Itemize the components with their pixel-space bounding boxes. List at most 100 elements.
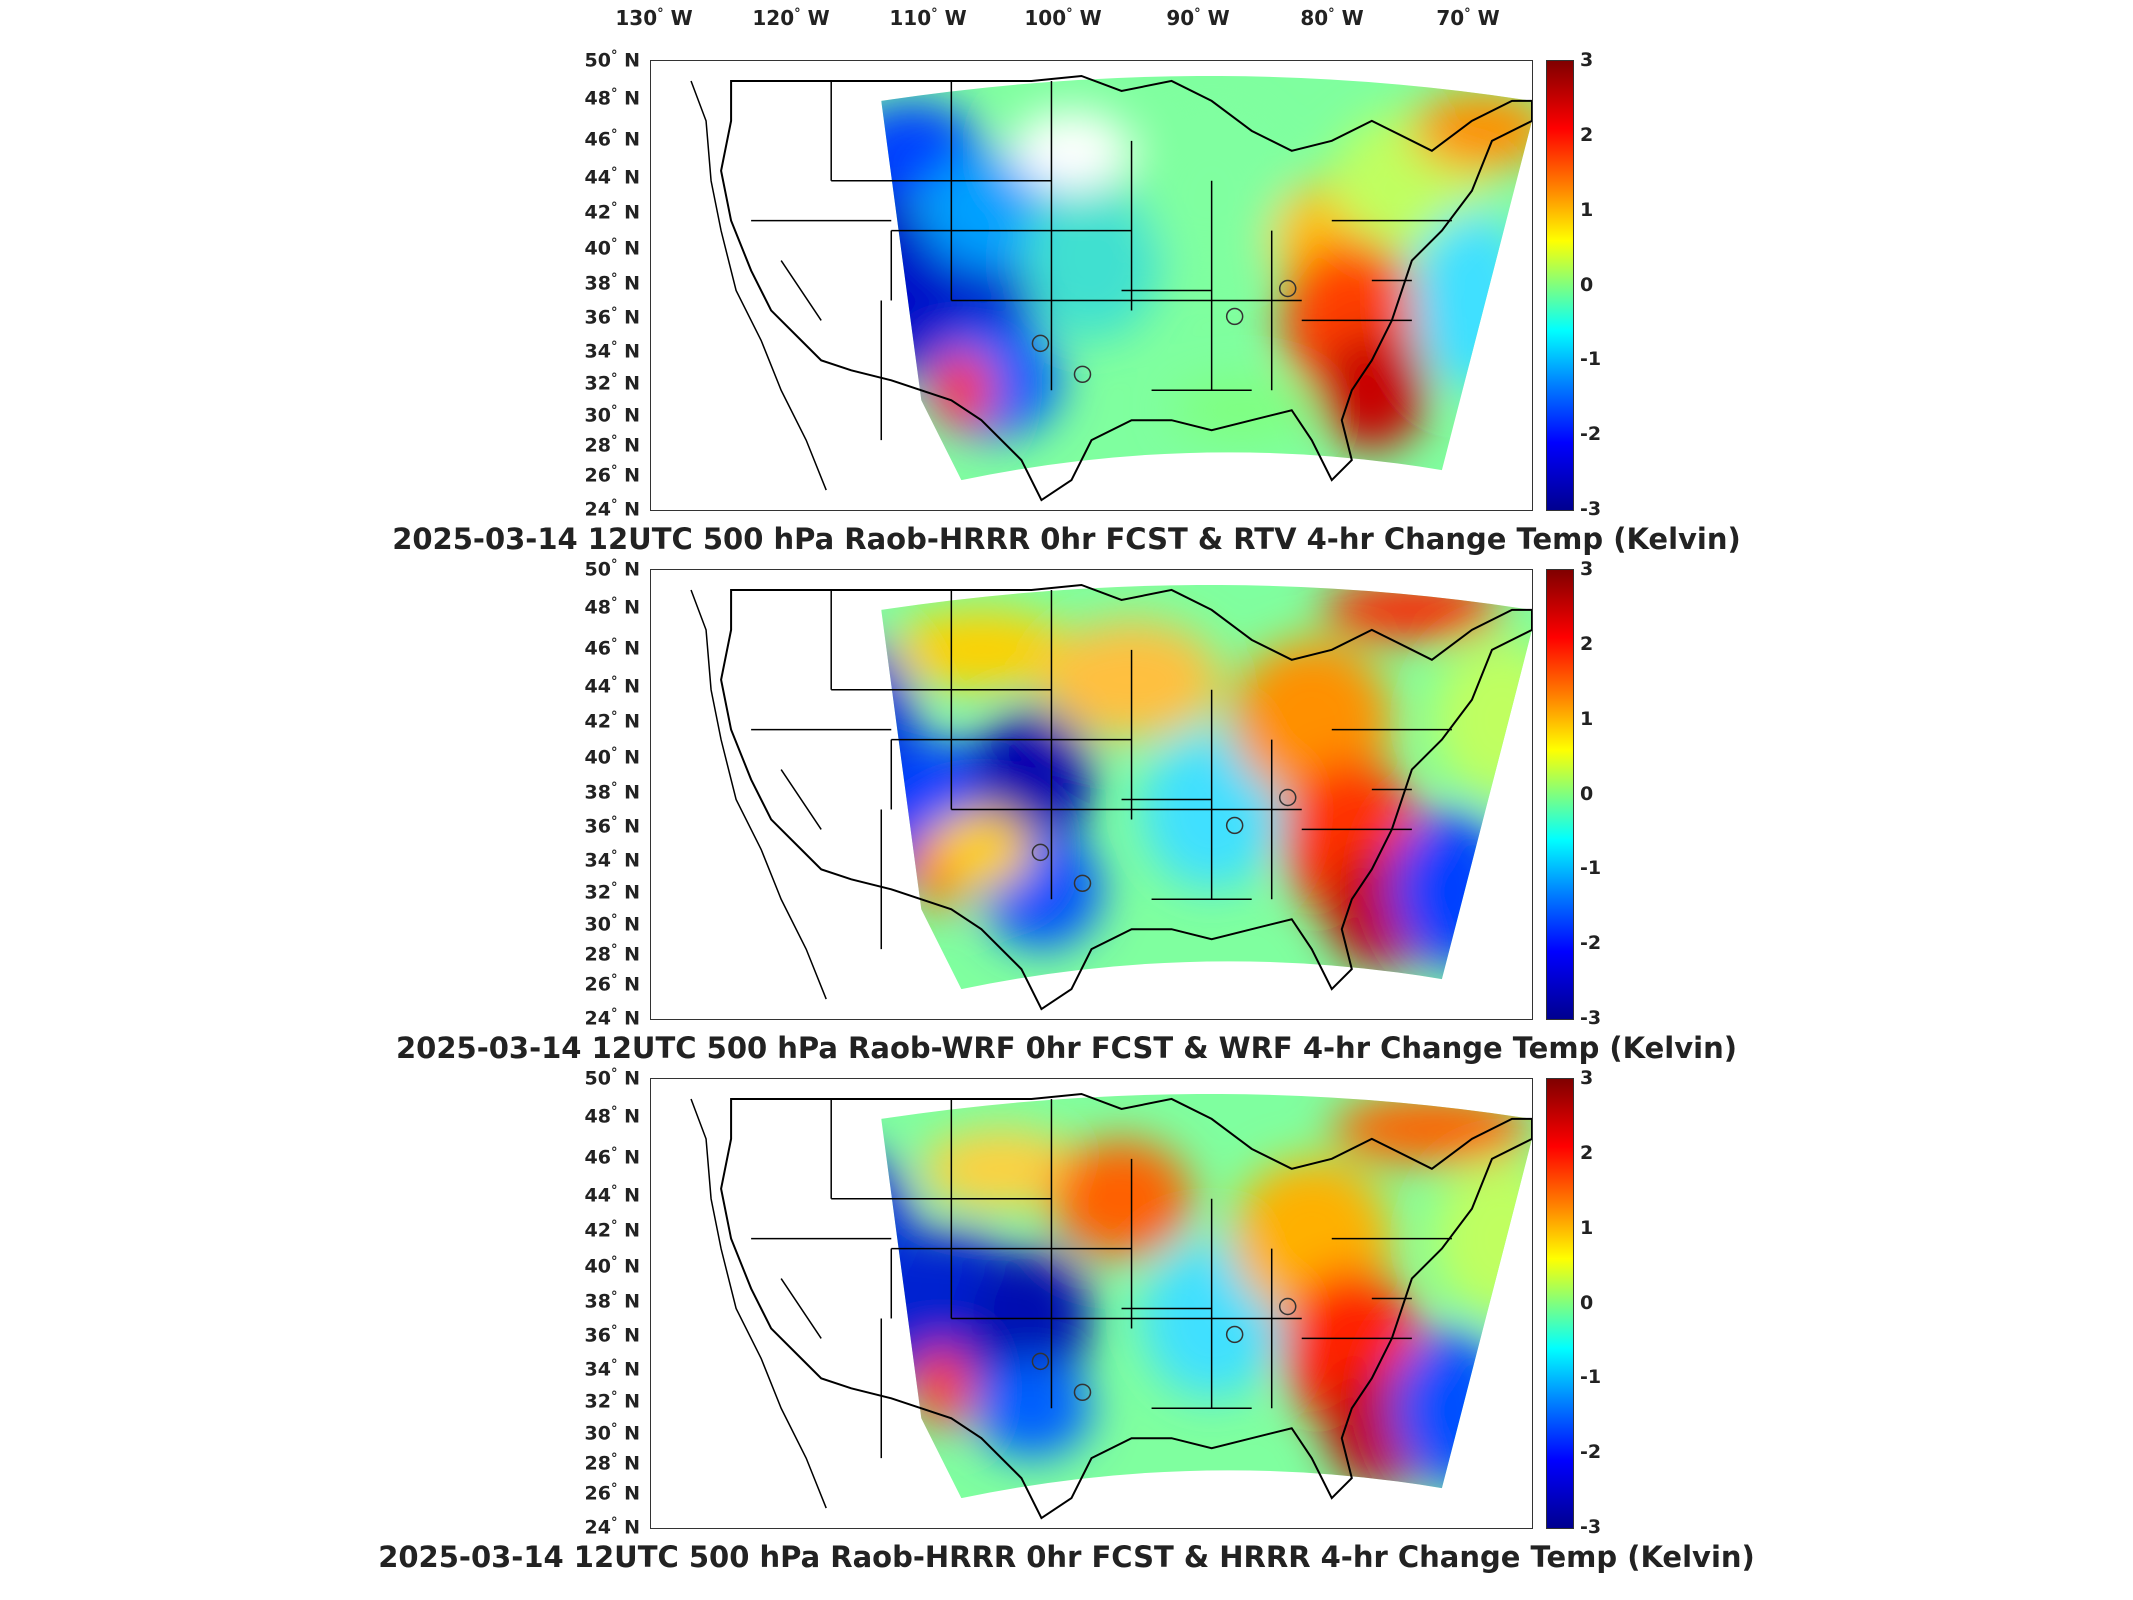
state-boundaries — [690, 1092, 1532, 1520]
map-canvas — [690, 1092, 1532, 1520]
lat-label: 46° N — [584, 635, 640, 660]
lat-label: 40° N — [584, 1254, 640, 1278]
lat-label: 40° N — [584, 745, 640, 769]
raob-station-marker — [1031, 843, 1050, 862]
colorbar-tick-label: -1 — [1580, 857, 1602, 880]
raob-station-marker — [1073, 365, 1092, 384]
colorbar — [1546, 60, 1574, 511]
lat-label: 28° N — [584, 942, 640, 966]
lat-label: 46° N — [584, 1144, 640, 1169]
colorbar-tick-label: 2 — [1580, 123, 1594, 146]
state-boundaries — [690, 74, 1532, 502]
colorbar-ticks: 3 2 1 0 -1 -2 -3 — [1580, 1067, 1620, 1538]
lat-label: 24° N — [584, 1515, 640, 1539]
lon-label-110w: 110° W — [889, 6, 967, 30]
lat-label: 38° N — [584, 780, 640, 804]
map-frame — [650, 569, 1533, 1020]
lat-label: 48° N — [584, 1104, 640, 1128]
lat-label: 48° N — [584, 86, 640, 110]
map-panel-1: 50° N 48° N 46° N 44° N 42° N 40° N 38° N 36° N… — [0, 48, 2133, 570]
lat-label: 32° N — [584, 1389, 640, 1413]
lat-label: 42° N — [584, 1218, 640, 1242]
lon-label-130w: 130° W — [615, 6, 693, 30]
lat-label: 28° N — [584, 433, 640, 457]
lat-label: 34° N — [584, 339, 640, 363]
lat-label: 42° N — [584, 200, 640, 224]
colorbar-tick-label: 1 — [1580, 707, 1594, 730]
lat-label: 44° N — [584, 1183, 640, 1207]
colorbar-tick-label: -2 — [1580, 423, 1602, 446]
lat-label: 26° N — [584, 972, 640, 996]
map-canvas — [690, 74, 1532, 502]
lat-label: 40° N — [584, 236, 640, 260]
panel-title: 2025-03-14 12UTC 500 hPa Raob-HRRR 0hr F… — [378, 1540, 1755, 1574]
colorbar — [1546, 569, 1574, 1020]
lat-label: 44° N — [584, 674, 640, 698]
latitude-axis: 50° N 48° N 46° N 44° N 42° N 40° N 38° N 36° N… — [560, 1066, 640, 1538]
colorbar-ticks: 3 2 1 0 -1 -2 -3 — [1580, 558, 1620, 1029]
raob-station-marker — [1225, 307, 1244, 326]
latitude-axis: 50° N 48° N 46° N 44° N 42° N 40° N 38° N 36° N… — [560, 48, 640, 520]
lat-label: 30° N — [584, 912, 640, 936]
lat-label: 28° N — [584, 1451, 640, 1475]
lon-label-100w: 100° W — [1024, 6, 1102, 30]
longitude-axis: 130° W 120° W 110° W 100° W 90° W 80° W … — [0, 6, 2133, 36]
colorbar — [1546, 1078, 1574, 1529]
lat-label: 34° N — [584, 1357, 640, 1381]
colorbar-ticks: 3 2 1 0 -1 -2 -3 — [1580, 49, 1620, 520]
lat-label: 34° N — [584, 848, 640, 872]
lat-label: 36° N — [584, 305, 640, 329]
lat-label: 36° N — [584, 814, 640, 838]
map-panel-3: 50° N 48° N 46° N 44° N 42° N 40° N 38° N 36° N… — [0, 1066, 2133, 1588]
panel-title: 2025-03-14 12UTC 500 hPa Raob-WRF 0hr FC… — [395, 1031, 1737, 1065]
colorbar-tick-label: 0 — [1580, 782, 1594, 805]
lat-label: 38° N — [584, 1289, 640, 1313]
lat-label: 30° N — [584, 1421, 640, 1445]
lat-label: 38° N — [584, 271, 640, 295]
raob-station-marker — [1031, 334, 1050, 353]
lat-label: 32° N — [584, 880, 640, 904]
lat-label: 24° N — [584, 497, 640, 521]
lat-label: 50° N — [584, 557, 640, 581]
lon-label-120w: 120° W — [752, 6, 830, 30]
temperature-field — [881, 584, 1532, 990]
lat-label: 50° N — [584, 48, 640, 72]
colorbar-tick-label: -1 — [1580, 348, 1602, 371]
lat-label: 46° N — [584, 126, 640, 151]
map-frame — [650, 60, 1533, 511]
colorbar-tick-label: 2 — [1580, 632, 1594, 655]
raob-station-marker — [1073, 874, 1092, 893]
lat-label: 36° N — [584, 1323, 640, 1347]
lat-label: 24° N — [584, 1006, 640, 1030]
lat-label: 30° N — [584, 403, 640, 427]
map-panel-2: 50° N 48° N 46° N 44° N 42° N 40° N 38° N 36° N… — [0, 557, 2133, 1079]
lat-label: 32° N — [584, 371, 640, 395]
temperature-field — [881, 75, 1532, 481]
lat-label: 48° N — [584, 595, 640, 619]
colorbar-tick-label: 2 — [1580, 1141, 1594, 1164]
lat-label: 26° N — [584, 1481, 640, 1505]
colorbar-tick-label: -2 — [1580, 1441, 1602, 1464]
raob-station-marker — [1031, 1352, 1050, 1371]
colorbar-tick-label: 1 — [1580, 198, 1594, 221]
state-boundaries — [690, 583, 1532, 1011]
temperature-field — [881, 1093, 1532, 1499]
latitude-axis: 50° N 48° N 46° N 44° N 42° N 40° N 38° N 36° N… — [560, 557, 640, 1029]
colorbar-tick-label: 3 — [1580, 49, 1594, 71]
map-canvas — [690, 583, 1532, 1011]
lat-label: 26° N — [584, 463, 640, 487]
lat-label: 50° N — [584, 1066, 640, 1090]
colorbar-tick-label: 3 — [1580, 1067, 1594, 1089]
colorbar-tick-label: 3 — [1580, 558, 1594, 580]
colorbar-tick-label: 0 — [1580, 1291, 1594, 1314]
raob-station-marker — [1073, 1383, 1092, 1402]
lat-label: 44° N — [584, 165, 640, 189]
lon-label-80w: 80° W — [1300, 6, 1364, 30]
raob-station-marker — [1225, 1325, 1244, 1344]
raob-station-marker — [1278, 279, 1297, 298]
lon-label-90w: 90° W — [1166, 6, 1230, 30]
colorbar-tick-label: -3 — [1580, 498, 1602, 520]
colorbar-tick-label: 1 — [1580, 1216, 1594, 1239]
map-frame — [650, 1078, 1533, 1529]
raob-station-marker — [1278, 788, 1297, 807]
